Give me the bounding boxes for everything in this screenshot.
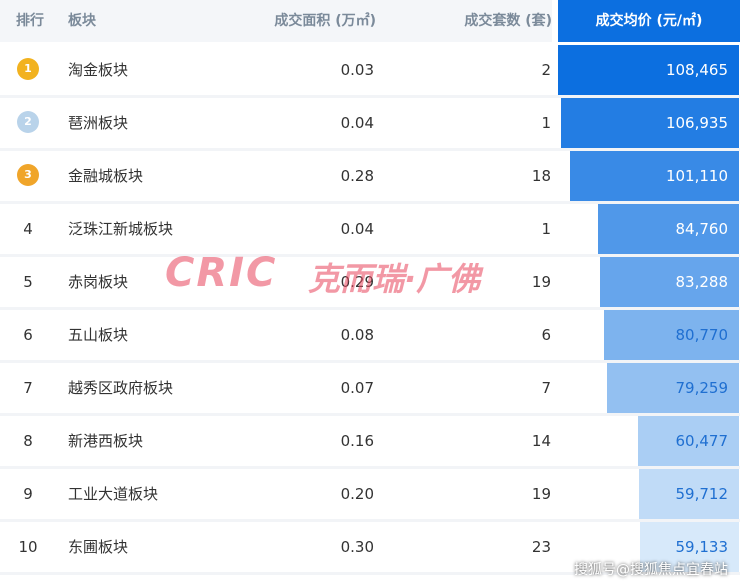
table-row: 10 东圃板块 0.30 23 59,133: [0, 522, 740, 575]
count: 1: [541, 114, 551, 132]
price-label: 108,465: [665, 61, 728, 79]
area: 0.16: [340, 432, 374, 450]
area: 0.04: [340, 114, 374, 132]
rank: 9: [23, 485, 33, 503]
count: 7: [541, 379, 551, 397]
rank-medal: 1: [17, 58, 39, 80]
count: 19: [531, 485, 551, 503]
price-label: 106,935: [665, 114, 728, 132]
rank: 4: [23, 220, 33, 238]
price-bar: [570, 151, 739, 201]
rank: 6: [23, 326, 33, 344]
header-area: 成交面积 (万㎡): [208, 0, 376, 42]
price-label: 60,477: [675, 432, 729, 450]
table-row: 9 工业大道板块 0.20 19 59,712: [0, 469, 740, 522]
area: 0.07: [340, 379, 374, 397]
table-row: 4 泛珠江新城板块 0.04 1 84,760: [0, 204, 740, 257]
price-bar: [560, 98, 739, 148]
table-row: 1 淘金板块 0.03 2 108,465: [0, 45, 740, 98]
price-bar: [600, 257, 739, 307]
watermark-brand: 克而瑞·广佛: [308, 260, 481, 298]
area: 0.29: [340, 273, 374, 291]
count: 14: [531, 432, 551, 450]
area: 0.30: [340, 538, 374, 556]
name: 琶洲板块: [68, 114, 129, 132]
price-label: 80,770: [675, 326, 729, 344]
name: 东圃板块: [68, 538, 129, 556]
table-row: 7 越秀区政府板块 0.07 7 79,259: [0, 363, 740, 416]
table-row: 2 琶洲板块 0.04 1 106,935: [0, 98, 740, 151]
name: 新港西板块: [68, 432, 144, 450]
count: 19: [531, 273, 551, 291]
area: 0.08: [340, 326, 374, 344]
price-label: 84,760: [675, 220, 729, 238]
price-bar: [558, 45, 739, 95]
header-count: 成交套数 (套): [376, 0, 552, 42]
price-bar: [597, 204, 739, 254]
table-row: 3 金融城板块 0.28 18 101,110: [0, 151, 740, 204]
area: 0.03: [340, 61, 374, 79]
count: 2: [541, 61, 551, 79]
price-bar: [638, 416, 739, 466]
name: 越秀区政府板块: [68, 379, 174, 397]
area: 0.20: [340, 485, 374, 503]
area: 0.28: [340, 167, 374, 185]
name: 淘金板块: [68, 61, 129, 79]
header-rank: 排行: [0, 0, 60, 42]
count: 1: [541, 220, 551, 238]
rank: 8: [23, 432, 33, 450]
price-bar: [639, 469, 739, 519]
watermark-source: 搜狐号@搜狐焦点宜春站: [574, 562, 728, 578]
rank: 5: [23, 273, 33, 291]
rank-medal: 3: [17, 164, 39, 186]
table-row: 5 赤岗板块 0.29 19 83,288: [0, 257, 740, 310]
rank-medal: 2: [17, 111, 39, 133]
count: 6: [541, 326, 551, 344]
price-bar: [606, 363, 739, 413]
name: 五山板块: [68, 326, 129, 344]
rank: 7: [23, 379, 33, 397]
area: 0.04: [340, 220, 374, 238]
name: 金融城板块: [68, 167, 144, 185]
price-label: 83,288: [675, 273, 729, 291]
header-price[interactable]: 成交均价 (元/㎡): [558, 0, 740, 42]
watermark-logo: CRIC: [165, 250, 278, 296]
price-bar: [640, 522, 739, 572]
header-name: 板块: [60, 0, 208, 42]
price-label: 59,133: [675, 538, 729, 556]
count: 18: [531, 167, 551, 185]
name: 赤岗板块: [68, 273, 129, 291]
price-label: 101,110: [665, 167, 728, 185]
price-label: 79,259: [675, 379, 729, 397]
count: 23: [531, 538, 551, 556]
name: 泛珠江新城板块: [68, 220, 174, 238]
name: 工业大道板块: [68, 485, 159, 503]
table-row: 6 五山板块 0.08 6 80,770: [0, 310, 740, 363]
price-label: 59,712: [675, 485, 729, 503]
price-bar: [604, 310, 739, 360]
table-row: 8 新港西板块 0.16 14 60,477: [0, 416, 740, 469]
rank: 10: [18, 538, 38, 556]
